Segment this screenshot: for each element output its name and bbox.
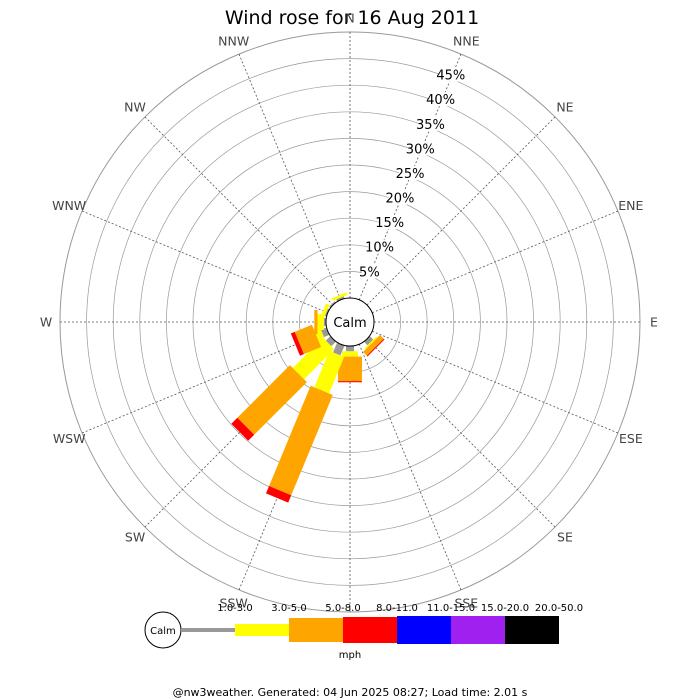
percent-tick-label: 45% — [436, 69, 465, 84]
direction-label: ESE — [619, 431, 643, 446]
legend-unit-label: mph — [339, 650, 361, 661]
legend-calm-label: Calm — [150, 626, 176, 637]
direction-label: WNW — [52, 198, 86, 213]
grid-spoke — [239, 54, 341, 300]
direction-label: NW — [124, 100, 146, 115]
wind-bar-segment — [314, 310, 317, 334]
legend-swatch — [505, 616, 559, 644]
grid-spoke — [372, 211, 618, 313]
legend-bin-label: 5.0-8.0 — [325, 603, 360, 614]
direction-label: N — [345, 11, 354, 26]
direction-label: W — [40, 315, 52, 330]
percent-tick-label: 20% — [385, 192, 414, 207]
grid-spoke — [145, 117, 333, 305]
legend-bin-label: 1.0-3.0 — [217, 603, 252, 614]
wind-bar-segment — [346, 346, 354, 351]
percent-tick-label: 15% — [375, 216, 404, 231]
percent-tick-label: 40% — [426, 93, 455, 108]
percent-tick-label: 10% — [365, 241, 394, 256]
legend-bin-label: 20.0-50.0 — [535, 603, 583, 614]
legend-swatch — [181, 628, 235, 632]
grid-spoke — [359, 344, 461, 590]
percent-tick-label: 30% — [406, 142, 435, 157]
legend-swatch — [451, 616, 505, 644]
grid-spoke — [367, 117, 555, 305]
legend-bin-label: 8.0-11.0 — [376, 603, 418, 614]
legend-swatch — [397, 616, 451, 644]
direction-label: NNW — [218, 34, 249, 49]
direction-label: NE — [556, 100, 573, 115]
percent-tick-label: 25% — [396, 167, 425, 182]
footer-text: @nw3weather. Generated: 04 Jun 2025 08:2… — [173, 686, 528, 699]
grid-spoke — [372, 331, 618, 433]
wind-bar-segment — [342, 351, 358, 356]
grid-spoke — [82, 211, 328, 313]
calm-label: Calm — [333, 316, 366, 331]
direction-label: ENE — [618, 198, 643, 213]
direction-label: SE — [557, 529, 573, 544]
grid-spoke — [367, 339, 555, 527]
wind-bar-segment — [338, 381, 362, 382]
direction-label: WSW — [53, 431, 86, 446]
direction-label: SW — [125, 529, 145, 544]
legend-bin-label: 15.0-20.0 — [481, 603, 529, 614]
direction-label: NNE — [453, 34, 480, 49]
legend-swatch — [235, 624, 289, 636]
percent-tick-labels: 5% 10% 15% 20% 25% 30% 35% 40% 45% — [359, 68, 465, 281]
legend-swatch — [343, 617, 397, 643]
direction-label: E — [650, 315, 658, 330]
legend-swatch — [289, 618, 343, 642]
percent-tick-label: 35% — [416, 118, 445, 133]
legend-bin-label: 11.0-15.0 — [427, 603, 475, 614]
legend-bin-label: 3.0-5.0 — [271, 603, 306, 614]
percent-tick-label: 5% — [359, 265, 380, 280]
